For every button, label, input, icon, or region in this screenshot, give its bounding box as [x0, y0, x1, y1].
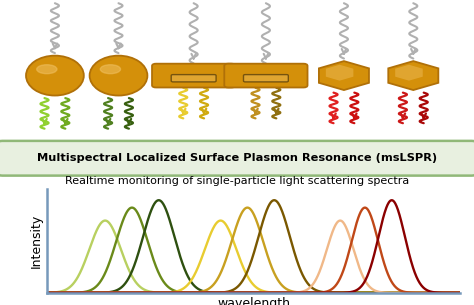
- Ellipse shape: [100, 65, 120, 74]
- FancyBboxPatch shape: [171, 75, 216, 82]
- X-axis label: wavelength: wavelength: [217, 297, 290, 305]
- Ellipse shape: [90, 56, 147, 95]
- FancyBboxPatch shape: [152, 64, 235, 88]
- Text: Multispectral Localized Surface Plasmon Resonance (msLSPR): Multispectral Localized Surface Plasmon …: [37, 153, 437, 163]
- FancyBboxPatch shape: [224, 64, 308, 88]
- Ellipse shape: [26, 56, 84, 95]
- FancyBboxPatch shape: [244, 75, 288, 82]
- FancyBboxPatch shape: [0, 141, 474, 176]
- Text: Realtime monitoring of single-particle light scattering spectra: Realtime monitoring of single-particle l…: [65, 177, 409, 186]
- Polygon shape: [319, 61, 369, 90]
- Polygon shape: [326, 65, 354, 81]
- Ellipse shape: [36, 65, 57, 74]
- Polygon shape: [388, 61, 438, 90]
- Polygon shape: [395, 65, 423, 81]
- Y-axis label: Intensity: Intensity: [30, 214, 43, 268]
